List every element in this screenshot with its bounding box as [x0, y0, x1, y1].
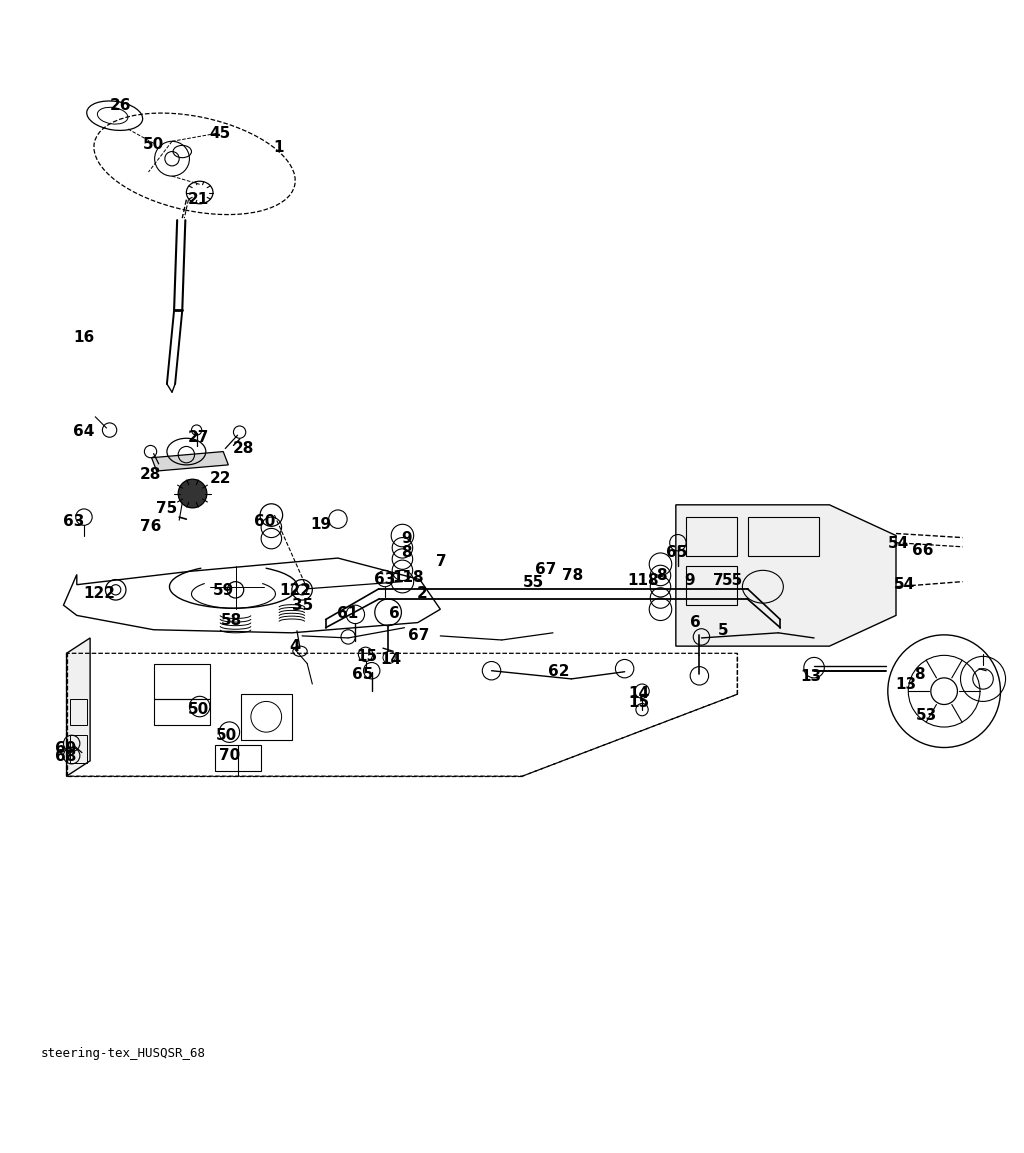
Text: 67: 67 [536, 562, 556, 576]
Text: 55: 55 [523, 575, 544, 590]
Text: 6: 6 [389, 605, 399, 620]
Text: 63: 63 [63, 514, 84, 529]
Circle shape [178, 480, 207, 507]
Text: 50: 50 [216, 728, 237, 743]
Text: 4: 4 [290, 639, 300, 654]
Text: 19: 19 [310, 517, 331, 532]
Text: 54: 54 [894, 578, 914, 593]
Text: 15: 15 [629, 695, 649, 710]
Text: 69: 69 [55, 741, 76, 756]
Polygon shape [676, 505, 896, 646]
Text: 78: 78 [562, 568, 583, 583]
Text: 28: 28 [140, 467, 161, 482]
Text: 9: 9 [401, 532, 412, 547]
Text: 13: 13 [896, 677, 916, 692]
Text: 7: 7 [436, 553, 446, 568]
Text: 55: 55 [722, 573, 742, 588]
Text: 22: 22 [210, 470, 230, 485]
Text: 61: 61 [337, 605, 357, 620]
Text: 5: 5 [718, 624, 728, 639]
Text: 60: 60 [254, 514, 274, 529]
Text: 8: 8 [656, 568, 667, 583]
Text: 13: 13 [801, 670, 821, 685]
Text: 70: 70 [219, 748, 240, 763]
Text: 66: 66 [912, 543, 933, 558]
Text: 54: 54 [888, 536, 908, 551]
Text: 62: 62 [549, 664, 569, 679]
Text: 8: 8 [401, 545, 412, 560]
Text: 15: 15 [356, 649, 377, 664]
Text: 67: 67 [409, 628, 429, 643]
Text: 50: 50 [143, 137, 164, 152]
Text: 45: 45 [210, 126, 230, 141]
Text: 53: 53 [916, 708, 937, 723]
Text: 16: 16 [74, 331, 94, 346]
Text: 28: 28 [233, 440, 254, 455]
Text: 118: 118 [393, 570, 424, 585]
Text: 63: 63 [375, 572, 395, 587]
Text: 7: 7 [713, 573, 723, 588]
Text: 58: 58 [221, 613, 242, 628]
Text: 65: 65 [667, 545, 687, 560]
Text: 6: 6 [690, 615, 700, 630]
Text: 59: 59 [213, 583, 233, 598]
Text: 27: 27 [188, 430, 209, 445]
Text: 50: 50 [188, 702, 209, 717]
Polygon shape [152, 452, 228, 472]
Circle shape [233, 425, 246, 438]
Text: 2: 2 [417, 587, 427, 602]
Text: 1: 1 [273, 140, 284, 155]
Text: 76: 76 [140, 519, 161, 534]
Text: 118: 118 [628, 573, 658, 588]
Text: 26: 26 [111, 98, 131, 113]
Text: 35: 35 [293, 597, 313, 612]
Text: 8: 8 [914, 668, 925, 683]
Text: 14: 14 [381, 651, 401, 666]
Text: 122: 122 [83, 587, 116, 602]
Text: 14: 14 [629, 686, 649, 701]
Text: 122: 122 [279, 583, 311, 598]
Text: 65: 65 [352, 668, 373, 683]
Text: steering-tex_HUSQSR_68: steering-tex_HUSQSR_68 [41, 1047, 206, 1060]
Text: 9: 9 [684, 573, 694, 588]
Text: 75: 75 [157, 502, 177, 517]
Text: 64: 64 [74, 423, 94, 438]
Text: 21: 21 [188, 193, 209, 208]
Text: 68: 68 [55, 749, 76, 764]
Polygon shape [67, 638, 90, 776]
